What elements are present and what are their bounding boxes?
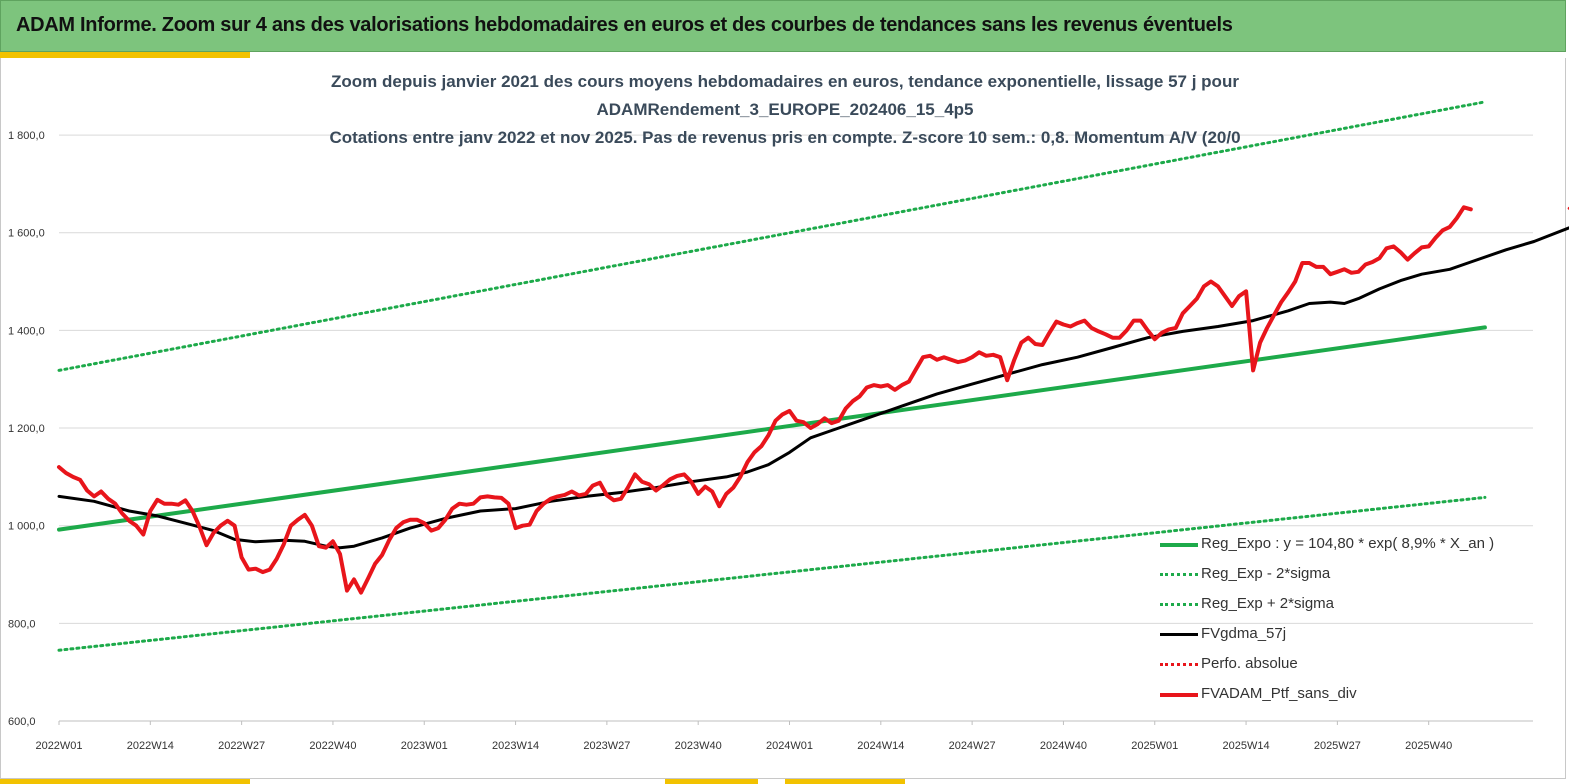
y-tick-label: 1 600,0 [8, 228, 45, 240]
x-tick-label: 2022W27 [218, 740, 265, 752]
legend-swatch-solid-black [1160, 633, 1198, 636]
legend-label: FVgdma_57j [1201, 625, 1287, 642]
y-tick-label: 1 000,0 [8, 521, 45, 533]
series-line-3 [57, 226, 1569, 550]
legend-label: Reg_Exp - 2*sigma [1201, 565, 1331, 582]
legend-swatch-solid-green [1160, 543, 1198, 547]
x-tick-label: 2023W40 [675, 740, 722, 752]
legend-item: Reg_Exp - 2*sigma [1160, 562, 1520, 592]
y-tick-label: 1 800,0 [8, 130, 45, 142]
x-tick-label: 2023W01 [401, 740, 448, 752]
y-tick-label: 1 200,0 [8, 423, 45, 435]
series-line-5 [57, 205, 1473, 595]
x-tick-label: 2024W14 [857, 740, 904, 752]
chart-title-line: Zoom depuis janvier 2021 des cours moyen… [331, 72, 1239, 91]
x-tick-label: 2022W40 [309, 740, 356, 752]
legend-swatch-solid-red [1160, 693, 1198, 697]
chart-frame [0, 58, 1566, 779]
y-tick-label: 1 400,0 [8, 325, 45, 337]
accent-bar-bottom [785, 779, 905, 784]
chart-title: Zoom depuis janvier 2021 des cours moyen… [160, 68, 1410, 152]
x-tick-label: 2025W40 [1405, 740, 1452, 752]
y-tick-label: 800,0 [8, 618, 36, 630]
x-tick-label: 2022W01 [35, 740, 82, 752]
x-tick-label: 2024W40 [1040, 740, 1087, 752]
legend-item: FVADAM_Ptf_sans_div [1160, 682, 1520, 712]
y-tick-label: 600,0 [8, 716, 36, 728]
x-tick-label: 2024W01 [766, 740, 813, 752]
legend-label: FVADAM_Ptf_sans_div [1201, 685, 1357, 702]
x-tick-label: 2022W14 [127, 740, 174, 752]
legend-item: Perfo. absolue [1160, 652, 1520, 682]
chart-legend: Reg_Expo : y = 104,80 * exp( 8,9% * X_an… [1160, 532, 1520, 712]
legend-label: Perfo. absolue [1201, 655, 1298, 672]
report-title: ADAM Informe. Zoom sur 4 ans des valoris… [16, 14, 1233, 36]
x-tick-label: 2024W27 [949, 740, 996, 752]
accent-bar-bottom [0, 779, 250, 784]
legend-label: Reg_Expo : y = 104,80 * exp( 8,9% * X_an… [1201, 535, 1495, 552]
accent-bar-bottom [665, 779, 758, 784]
legend-swatch-dotted-green [1160, 573, 1198, 576]
x-tick-label: 2025W14 [1223, 740, 1270, 752]
x-tick-label: 2025W01 [1131, 740, 1178, 752]
legend-item: Reg_Expo : y = 104,80 * exp( 8,9% * X_an… [1160, 532, 1520, 562]
legend-item: Reg_Exp + 2*sigma [1160, 592, 1520, 622]
legend-swatch-dotted-red [1160, 663, 1198, 666]
x-tick-label: 2025W27 [1314, 740, 1361, 752]
legend-swatch-dotted-green [1160, 603, 1198, 606]
chart-title-line: Cotations entre janv 2022 et nov 2025. P… [329, 128, 1241, 147]
legend-label: Reg_Exp + 2*sigma [1201, 595, 1334, 612]
report-header: ADAM Informe. Zoom sur 4 ans des valoris… [0, 0, 1566, 52]
chart-title-line: ADAMRendement_3_EUROPE_202406_15_4p5 [596, 100, 974, 119]
accent-bar-top [0, 52, 250, 58]
x-tick-label: 2023W27 [583, 740, 630, 752]
legend-item: FVgdma_57j [1160, 622, 1520, 652]
x-tick-label: 2023W14 [492, 740, 539, 752]
series-line-1 [57, 495, 1487, 652]
series-line-2 [57, 100, 1487, 372]
